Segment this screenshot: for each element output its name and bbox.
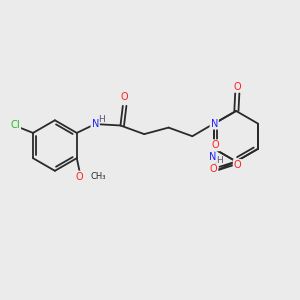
Text: O: O — [234, 160, 242, 170]
Text: N: N — [209, 152, 216, 162]
Text: H: H — [216, 156, 223, 165]
Text: O: O — [233, 82, 241, 92]
Text: CH₃: CH₃ — [90, 172, 106, 181]
Text: O: O — [210, 164, 217, 174]
Text: O: O — [212, 140, 220, 150]
Text: O: O — [121, 92, 128, 102]
Text: Cl: Cl — [10, 120, 20, 130]
Text: N: N — [211, 118, 218, 129]
Text: H: H — [98, 115, 105, 124]
Text: N: N — [92, 119, 99, 129]
Text: O: O — [76, 172, 84, 182]
